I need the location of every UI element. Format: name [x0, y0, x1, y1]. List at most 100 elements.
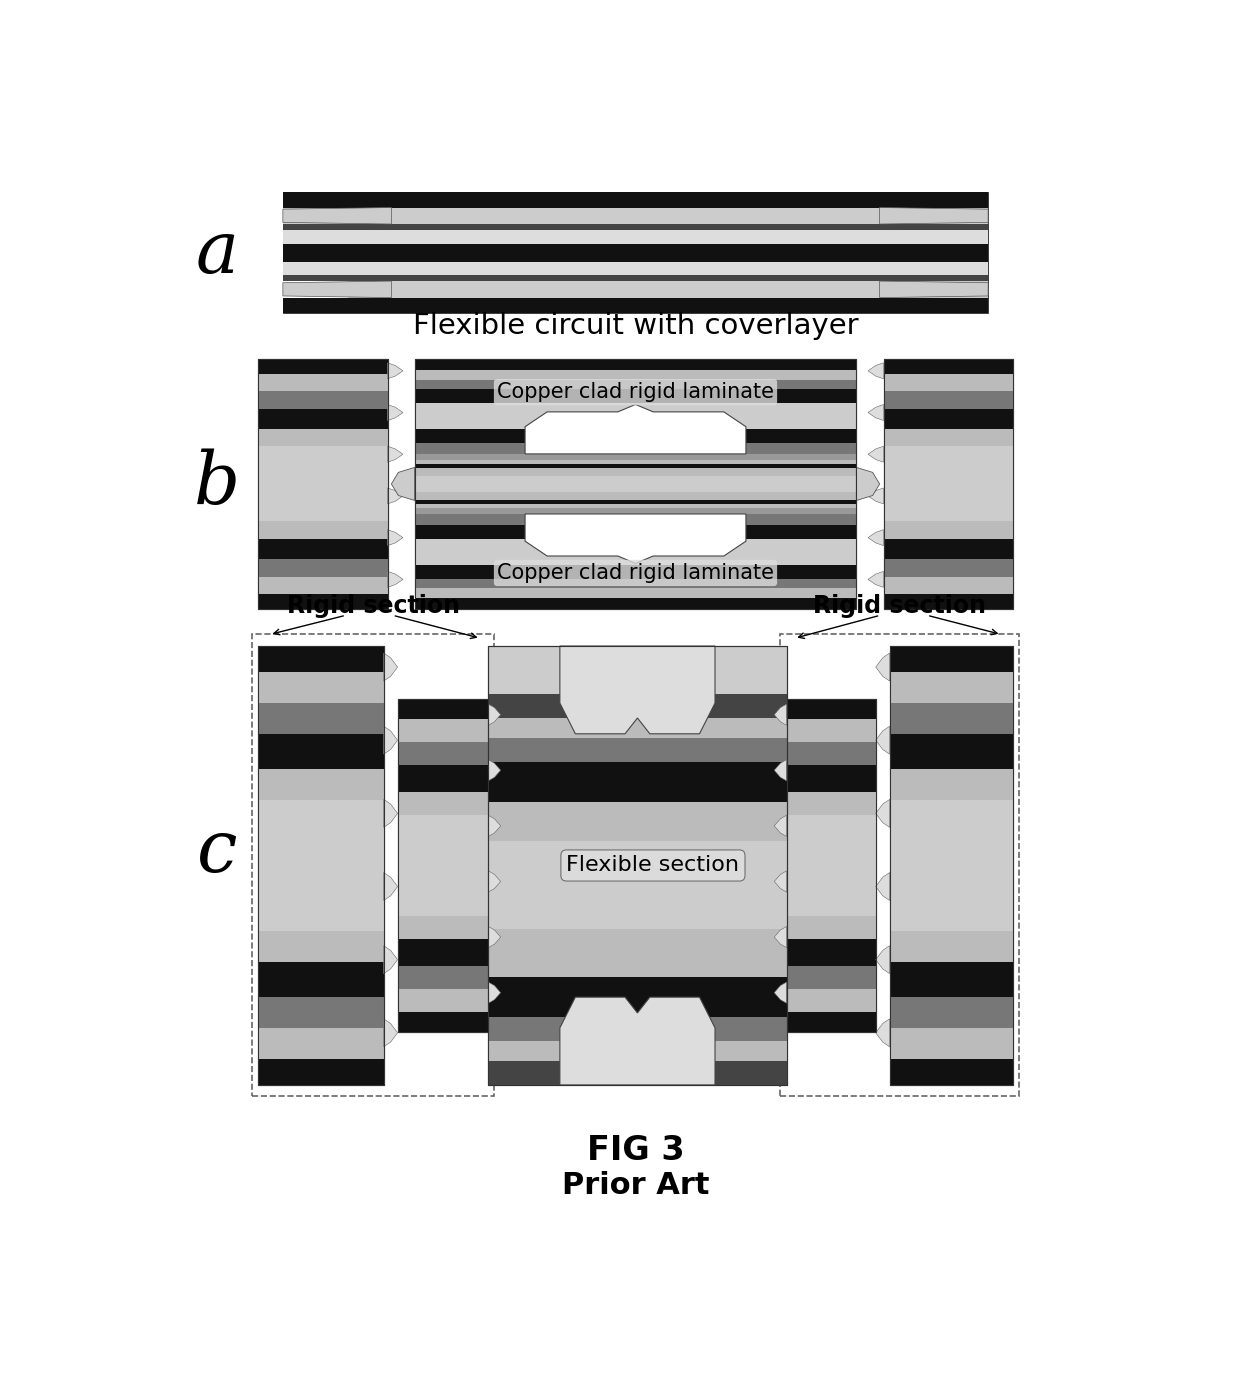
Polygon shape: [879, 208, 988, 225]
Polygon shape: [774, 704, 786, 725]
Bar: [252, 635, 495, 1096]
Bar: [414, 430, 857, 442]
Bar: [258, 646, 383, 1085]
Bar: [786, 1012, 875, 1033]
Bar: [414, 442, 857, 455]
Bar: [258, 800, 383, 865]
Bar: [258, 484, 387, 521]
Bar: [890, 646, 1013, 1085]
Bar: [258, 577, 387, 595]
Bar: [489, 841, 786, 890]
Bar: [890, 800, 1013, 865]
Bar: [414, 514, 857, 525]
Bar: [890, 769, 1013, 800]
Bar: [890, 962, 1013, 997]
Polygon shape: [560, 997, 715, 1085]
Bar: [283, 298, 988, 313]
Polygon shape: [879, 281, 988, 298]
Text: Rigid section: Rigid section: [286, 595, 460, 618]
Bar: [414, 475, 857, 492]
Bar: [489, 890, 786, 929]
Polygon shape: [868, 488, 883, 505]
Bar: [786, 938, 875, 966]
Bar: [786, 765, 875, 791]
Bar: [398, 865, 489, 916]
Bar: [489, 929, 786, 977]
Polygon shape: [489, 704, 501, 725]
Bar: [398, 699, 489, 719]
Bar: [890, 733, 1013, 769]
Bar: [883, 374, 1013, 391]
Bar: [489, 802, 786, 841]
Bar: [258, 733, 383, 769]
Polygon shape: [868, 363, 883, 378]
Bar: [283, 225, 988, 230]
Bar: [883, 428, 1013, 446]
Bar: [283, 193, 988, 208]
Polygon shape: [392, 467, 414, 500]
Bar: [934, 284, 988, 295]
Polygon shape: [868, 405, 883, 420]
Bar: [786, 916, 875, 938]
Bar: [883, 446, 1013, 484]
Bar: [414, 505, 857, 509]
Bar: [258, 446, 387, 484]
Bar: [489, 1060, 786, 1085]
Bar: [786, 865, 875, 916]
Bar: [414, 507, 857, 514]
Text: Prior Art: Prior Art: [562, 1171, 709, 1199]
Polygon shape: [383, 873, 398, 901]
Bar: [398, 719, 489, 742]
Polygon shape: [387, 446, 403, 462]
Bar: [883, 359, 1013, 374]
Bar: [398, 791, 489, 815]
Bar: [786, 699, 875, 1033]
Text: Flexible section: Flexible section: [567, 855, 739, 876]
Text: Copper clad rigid laminate: Copper clad rigid laminate: [497, 563, 774, 584]
Text: a: a: [196, 218, 238, 288]
Bar: [398, 742, 489, 765]
Bar: [258, 769, 383, 800]
Polygon shape: [560, 646, 715, 733]
Text: Copper clad rigid laminate: Copper clad rigid laminate: [497, 383, 774, 402]
Bar: [883, 559, 1013, 577]
Bar: [414, 597, 857, 608]
Bar: [414, 588, 857, 597]
Bar: [890, 997, 1013, 1028]
Polygon shape: [875, 1019, 890, 1046]
Bar: [414, 460, 857, 463]
Bar: [890, 646, 1013, 672]
Bar: [414, 359, 857, 370]
Polygon shape: [383, 1019, 398, 1046]
Polygon shape: [875, 653, 890, 681]
Polygon shape: [857, 467, 879, 500]
Bar: [398, 699, 489, 1033]
Bar: [883, 409, 1013, 428]
Bar: [398, 966, 489, 988]
Bar: [489, 977, 786, 1017]
Bar: [414, 370, 857, 380]
Polygon shape: [489, 983, 501, 1003]
Polygon shape: [868, 571, 883, 588]
Bar: [786, 699, 875, 1033]
Bar: [414, 455, 857, 460]
Polygon shape: [383, 653, 398, 681]
Bar: [883, 359, 1013, 608]
Bar: [258, 359, 387, 608]
Bar: [934, 211, 988, 222]
Polygon shape: [875, 726, 890, 754]
Bar: [258, 409, 387, 428]
Bar: [283, 230, 988, 244]
Bar: [890, 931, 1013, 962]
Bar: [398, 988, 489, 1012]
Bar: [890, 672, 1013, 703]
Bar: [414, 389, 857, 402]
Bar: [883, 521, 1013, 539]
Bar: [414, 359, 857, 608]
Bar: [398, 916, 489, 938]
Bar: [398, 1012, 489, 1033]
Polygon shape: [387, 363, 403, 378]
Bar: [258, 672, 383, 703]
Bar: [890, 1059, 1013, 1085]
Bar: [283, 208, 988, 225]
